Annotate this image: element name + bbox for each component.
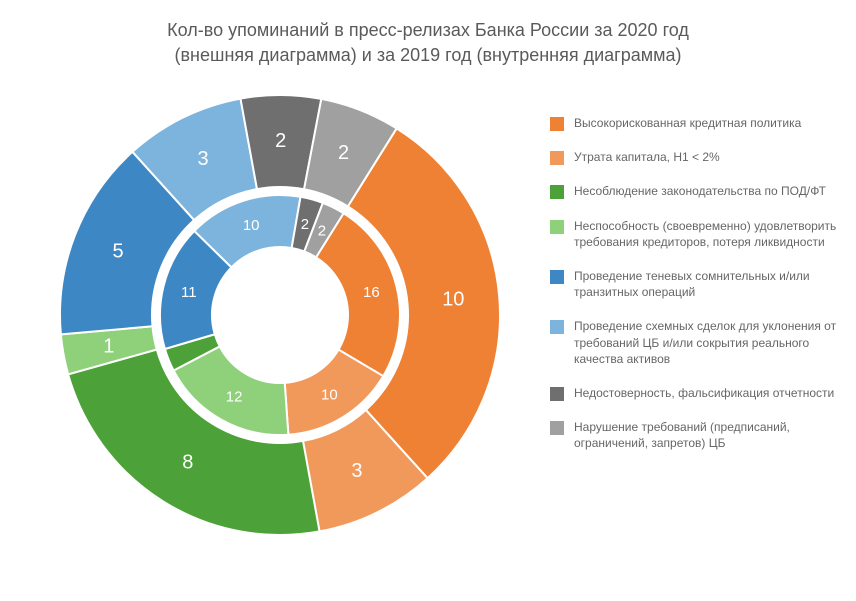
legend-item-4: Проведение теневых сомнительных и/или тр…	[550, 268, 840, 300]
legend-label-2: Несоблюдение законодательства по ПОД/ФТ	[574, 183, 826, 199]
outer-ring-label-6: 2	[275, 130, 286, 152]
legend-swatch-0	[550, 117, 564, 131]
legend-label-5: Проведение схемных сделок для уклонения …	[574, 318, 840, 367]
legend-swatch-7	[550, 421, 564, 435]
donut-chart: 103815322161012111022	[60, 95, 500, 535]
inner-ring-label-7: 2	[318, 222, 326, 239]
legend-swatch-5	[550, 320, 564, 334]
outer-ring-label-3: 1	[103, 335, 114, 357]
donut-svg: 103815322161012111022	[60, 95, 500, 535]
legend-swatch-2	[550, 185, 564, 199]
inner-ring-label-1: 10	[321, 386, 338, 403]
outer-ring-label-7: 2	[338, 142, 349, 164]
inner-ring-label-4: 11	[181, 284, 197, 301]
legend-label-6: Недостоверность, фальсификация отчетност…	[574, 385, 834, 401]
legend-swatch-3	[550, 220, 564, 234]
center-hole	[212, 247, 348, 383]
legend-item-5: Проведение схемных сделок для уклонения …	[550, 318, 840, 367]
legend-swatch-1	[550, 151, 564, 165]
legend-item-7: Нарушение требований (предписаний, огран…	[550, 419, 840, 451]
outer-ring-label-5: 3	[198, 148, 209, 170]
inner-ring-label-5: 10	[243, 217, 260, 234]
legend-swatch-6	[550, 387, 564, 401]
legend-swatch-4	[550, 270, 564, 284]
inner-ring-label-0: 16	[363, 284, 380, 301]
outer-ring-label-0: 10	[442, 289, 464, 311]
inner-ring-label-2: 12	[226, 389, 243, 406]
inner-ring-label-6: 2	[301, 216, 309, 233]
outer-ring-label-1: 3	[351, 460, 362, 482]
legend-item-1: Утрата капитала, Н1 < 2%	[550, 149, 840, 165]
outer-ring-label-4: 5	[112, 240, 123, 262]
legend-label-0: Высокорискованная кредитная политика	[574, 115, 801, 131]
legend-label-3: Неспособность (своевременно) удовлетвори…	[574, 218, 840, 250]
legend-label-7: Нарушение требований (предписаний, огран…	[574, 419, 840, 451]
figure-root: Кол-во упоминаний в пресс-релизах Банка …	[0, 0, 856, 601]
legend-label-4: Проведение теневых сомнительных и/или тр…	[574, 268, 840, 300]
title-line-1: Кол-во упоминаний в пресс-релизах Банка …	[167, 20, 689, 40]
chart-title: Кол-во упоминаний в пресс-релизах Банка …	[0, 18, 856, 68]
legend-item-3: Неспособность (своевременно) удовлетвори…	[550, 218, 840, 250]
legend-item-0: Высокорискованная кредитная политика	[550, 115, 840, 131]
outer-ring-label-2: 8	[182, 452, 193, 474]
title-line-2: (внешняя диаграмма) и за 2019 год (внутр…	[175, 45, 682, 65]
legend-label-1: Утрата капитала, Н1 < 2%	[574, 149, 720, 165]
legend-item-6: Недостоверность, фальсификация отчетност…	[550, 385, 840, 401]
legend-item-2: Несоблюдение законодательства по ПОД/ФТ	[550, 183, 840, 199]
legend: Высокорискованная кредитная политика Утра…	[550, 115, 840, 469]
